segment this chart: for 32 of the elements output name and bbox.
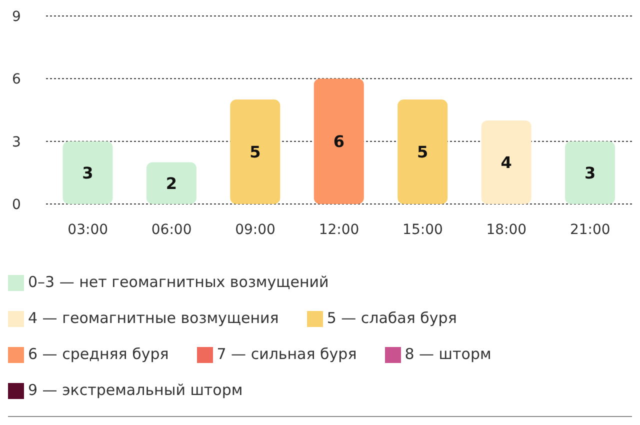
bar	[314, 78, 364, 204]
x-tick-label: 03:00	[68, 222, 108, 238]
y-tick-label: 3	[12, 134, 21, 150]
data-label: 3	[584, 163, 596, 182]
legend-label: 9 — экстремальный шторм	[28, 381, 243, 399]
data-label: 6	[333, 132, 344, 152]
data-label: 3	[82, 163, 94, 182]
x-tick-label: 15:00	[402, 222, 443, 238]
data-label: 5	[250, 142, 261, 162]
data-label: 4	[500, 152, 512, 172]
bar	[565, 141, 616, 204]
bar	[146, 162, 196, 204]
x-tick-label: 21:00	[570, 222, 610, 238]
x-tick-label: 09:00	[235, 222, 276, 238]
legend-label: 4 — геомагнитные возмущения	[28, 309, 279, 327]
legend-label: 0–3 — нет геомагнитных возмущений	[28, 273, 329, 291]
y-tick-label: 0	[12, 196, 21, 213]
bar	[481, 120, 532, 204]
bar	[398, 100, 448, 204]
bar	[62, 141, 113, 204]
y-tick-label: 6	[12, 72, 21, 88]
x-tick-label: 06:00	[151, 222, 192, 238]
x-tick-label: 12:00	[318, 222, 360, 238]
legend-label: 7 — сильная буря	[216, 345, 357, 363]
legend-label: 5 — слабая буря	[326, 309, 457, 327]
bar	[230, 100, 280, 204]
legend-label: 8 — шторм	[404, 345, 492, 363]
y-tick-label: 9	[12, 8, 21, 25]
data-label: 5	[417, 142, 428, 162]
data-label: 2	[166, 174, 178, 193]
x-tick-label: 18:00	[486, 222, 527, 238]
legend-label: 6 — средняя буря	[28, 345, 169, 363]
